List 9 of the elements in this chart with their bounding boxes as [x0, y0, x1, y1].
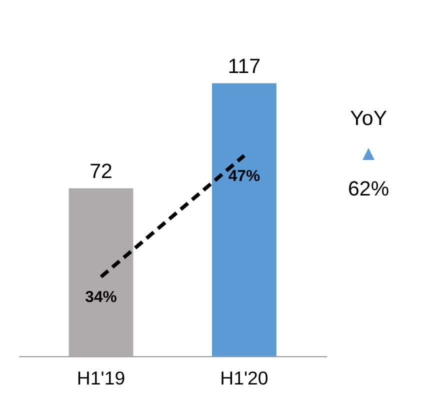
text: ▲: [358, 142, 379, 166]
text: YoY: [350, 106, 388, 130]
data-label: 47%: [228, 168, 260, 185]
x-tick-label: H1'19: [76, 368, 126, 389]
data-label: 34%: [85, 289, 117, 306]
data-label: 72: [90, 160, 112, 183]
text: 62%: [348, 178, 390, 201]
x-tick-label: H1'20: [220, 368, 268, 389]
data-label: 117: [228, 55, 261, 78]
